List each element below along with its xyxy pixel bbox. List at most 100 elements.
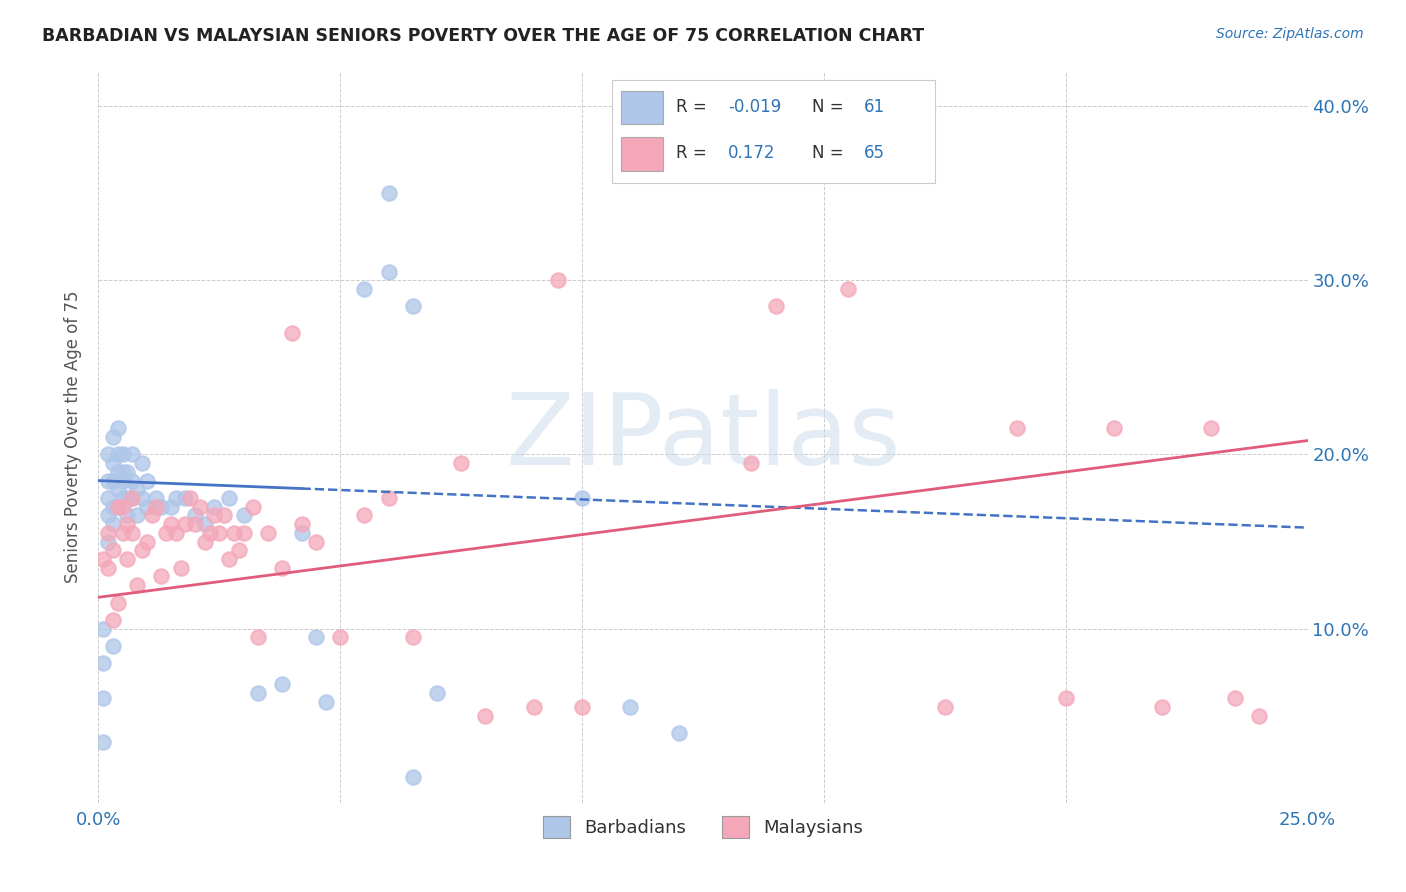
- Point: [218, 491, 240, 505]
- Point: [91, 735, 114, 749]
- Legend: Barbadians, Malaysians: Barbadians, Malaysians: [536, 808, 870, 845]
- Point: [131, 543, 153, 558]
- Point: [305, 534, 328, 549]
- Point: [97, 448, 120, 462]
- Point: [169, 560, 191, 574]
- Point: [91, 657, 114, 671]
- Point: [218, 552, 240, 566]
- Point: [228, 543, 250, 558]
- Point: [256, 525, 278, 540]
- Point: [1054, 691, 1077, 706]
- Point: [619, 125, 641, 139]
- Point: [121, 448, 143, 462]
- Point: [107, 483, 129, 497]
- Point: [145, 491, 167, 505]
- Point: [107, 465, 129, 479]
- Point: [91, 552, 114, 566]
- Point: [402, 770, 425, 784]
- Point: [450, 456, 472, 470]
- Point: [101, 639, 124, 653]
- Point: [668, 117, 690, 131]
- Point: [107, 421, 129, 435]
- FancyBboxPatch shape: [621, 91, 664, 124]
- Point: [353, 508, 375, 523]
- Point: [121, 525, 143, 540]
- Point: [117, 491, 139, 505]
- Point: [222, 525, 245, 540]
- Point: [150, 569, 173, 583]
- Point: [135, 534, 157, 549]
- Point: [290, 517, 312, 532]
- Point: [165, 491, 187, 505]
- Point: [474, 708, 496, 723]
- FancyBboxPatch shape: [612, 80, 935, 183]
- Point: [107, 500, 129, 514]
- Point: [837, 282, 859, 296]
- Point: [184, 508, 207, 523]
- Point: [377, 491, 399, 505]
- Point: [668, 726, 690, 740]
- Point: [523, 700, 546, 714]
- Point: [1152, 700, 1174, 714]
- Point: [107, 448, 129, 462]
- Point: [91, 622, 114, 636]
- Point: [247, 686, 270, 700]
- Point: [571, 700, 593, 714]
- Point: [242, 500, 264, 514]
- Point: [377, 265, 399, 279]
- Point: [121, 474, 143, 488]
- Point: [131, 456, 153, 470]
- Point: [377, 186, 399, 201]
- Point: [1249, 708, 1271, 723]
- Point: [204, 500, 226, 514]
- Point: [232, 525, 254, 540]
- Point: [111, 525, 134, 540]
- Point: [107, 500, 129, 514]
- Text: R =: R =: [676, 145, 707, 162]
- Point: [91, 691, 114, 706]
- Point: [101, 500, 124, 514]
- Point: [117, 517, 139, 532]
- Point: [117, 508, 139, 523]
- Text: Source: ZipAtlas.com: Source: ZipAtlas.com: [1216, 27, 1364, 41]
- Point: [305, 631, 328, 645]
- Text: ZIPatlas: ZIPatlas: [505, 389, 901, 485]
- Point: [194, 534, 217, 549]
- Point: [150, 500, 173, 514]
- Point: [111, 448, 134, 462]
- Text: N =: N =: [813, 145, 844, 162]
- Y-axis label: Seniors Poverty Over the Age of 75: Seniors Poverty Over the Age of 75: [65, 291, 83, 583]
- Point: [127, 508, 149, 523]
- Point: [208, 525, 231, 540]
- Point: [121, 491, 143, 505]
- Point: [101, 613, 124, 627]
- Point: [1007, 421, 1029, 435]
- Point: [121, 491, 143, 505]
- Text: N =: N =: [813, 98, 844, 116]
- Point: [402, 631, 425, 645]
- Point: [619, 700, 641, 714]
- Point: [141, 508, 163, 523]
- Point: [117, 552, 139, 566]
- Point: [271, 560, 294, 574]
- Point: [145, 500, 167, 514]
- Point: [155, 525, 177, 540]
- Point: [160, 517, 183, 532]
- Point: [101, 456, 124, 470]
- Point: [247, 631, 270, 645]
- Point: [111, 465, 134, 479]
- Point: [131, 491, 153, 505]
- Point: [97, 508, 120, 523]
- Point: [127, 578, 149, 592]
- Point: [740, 456, 762, 470]
- Point: [135, 500, 157, 514]
- Point: [571, 491, 593, 505]
- Point: [329, 631, 352, 645]
- Point: [353, 282, 375, 296]
- Point: [174, 517, 197, 532]
- Point: [179, 491, 201, 505]
- Point: [194, 517, 217, 532]
- Point: [101, 474, 124, 488]
- Text: BARBADIAN VS MALAYSIAN SENIORS POVERTY OVER THE AGE OF 75 CORRELATION CHART: BARBADIAN VS MALAYSIAN SENIORS POVERTY O…: [42, 27, 924, 45]
- Point: [107, 595, 129, 609]
